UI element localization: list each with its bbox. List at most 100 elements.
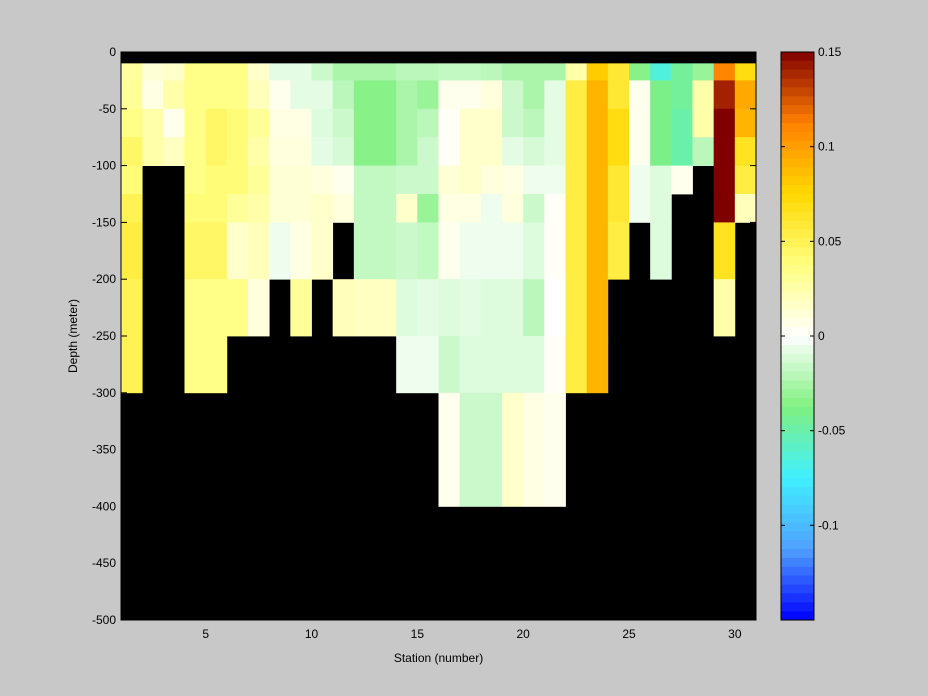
heatmap-cell (480, 108, 503, 138)
heatmap-cell (375, 137, 397, 166)
heatmap-cell (480, 336, 503, 394)
y-axis-label: Depth (meter) (66, 299, 80, 373)
heatmap-cell (629, 108, 651, 138)
colorbar-swatch (781, 549, 814, 559)
heatmap-cell (671, 80, 693, 110)
heatmap-cell (607, 222, 630, 280)
heatmap-cell (311, 165, 334, 195)
heatmap-cell (438, 63, 461, 81)
heatmap-cell (586, 194, 609, 223)
axis-ticks: 5 10 15 20 25 30 0 -50 -100 -150 -200 -250 -300 -350 -… (92, 45, 756, 641)
colorbar-swatch (781, 105, 814, 115)
x-axis-label: Station (number) (394, 651, 483, 665)
y-tick-label: -200 (92, 272, 116, 286)
y-tick-label: -450 (92, 556, 116, 570)
heatmap-cell (226, 279, 249, 337)
heatmap-cell (375, 279, 397, 337)
heatmap-cell (565, 279, 588, 337)
heatmap-cell (248, 222, 270, 280)
heatmap-cell (438, 392, 461, 507)
colorbar-swatch (781, 593, 814, 603)
colorbar-swatch (781, 486, 814, 497)
heatmap-cell (290, 279, 312, 337)
colorbar-tick-label: 0.1 (818, 140, 835, 154)
heatmap-cell (586, 63, 609, 81)
heatmap-cell (502, 279, 524, 337)
heatmap-cell (523, 108, 545, 138)
heatmap-cell (713, 279, 736, 337)
heatmap-cell (396, 336, 418, 394)
colorbar-swatch (781, 611, 814, 621)
heatmap-cell (269, 194, 291, 223)
heatmap-cell (502, 336, 524, 394)
heatmap-cell (650, 137, 672, 166)
heatmap-cell (502, 108, 524, 138)
heatmap-cell (523, 137, 545, 166)
heatmap-cell (713, 63, 736, 81)
colorbar-swatch (781, 309, 814, 319)
colorbar: 0.15 0.1 0.05 0 -0.05 -0.1 (780, 45, 846, 621)
heatmap-cell (205, 336, 228, 394)
colorbar-swatch (781, 442, 814, 452)
heatmap-cell (502, 222, 524, 280)
heatmap-cell (607, 165, 630, 195)
heatmap-cell (184, 80, 207, 110)
heatmap-cell (734, 194, 757, 223)
x-tick-label: 20 (516, 627, 530, 641)
heatmap-cell (417, 194, 439, 223)
colorbar-swatch (781, 504, 814, 515)
heatmap-cell (713, 80, 736, 110)
heatmap-cell (629, 80, 651, 110)
heatmap-cell (586, 108, 609, 138)
heatmap-cell (417, 279, 439, 337)
heatmap-cell (502, 392, 524, 507)
heatmap-cell (586, 165, 609, 195)
colorbar-swatch (781, 371, 814, 381)
colorbar-swatch (781, 140, 814, 151)
heatmap-cell (353, 80, 376, 110)
heatmap-cell (205, 63, 228, 81)
heatmap-cell (438, 80, 461, 110)
heatmap-cell (353, 108, 376, 138)
heatmap-cell (269, 80, 291, 110)
colorbar-swatch (781, 238, 814, 248)
heatmap-cell (142, 80, 164, 110)
colorbar-swatch (781, 78, 814, 88)
heatmap-cell (311, 108, 334, 138)
colorbar-swatch (781, 185, 814, 195)
heatmap-cell (607, 108, 630, 138)
y-tick-label: -350 (92, 443, 116, 457)
heatmap-cell (375, 108, 397, 138)
heatmap-cell (332, 80, 355, 110)
heatmap-cell (459, 279, 482, 337)
heatmap-cell (290, 108, 312, 138)
colorbar-swatch (781, 336, 814, 346)
heatmap-cell (417, 108, 439, 138)
colorbar-swatch (781, 52, 814, 62)
heatmap-cell (226, 165, 249, 195)
heatmap-cells (121, 63, 757, 507)
heatmap-cell (438, 336, 461, 394)
heatmap-cell (650, 222, 672, 280)
heatmap-cell (248, 63, 270, 81)
heatmap-cell (459, 165, 482, 195)
heatmap-cell (226, 194, 249, 223)
heatmap-cell (226, 222, 249, 280)
heatmap-cell (184, 336, 207, 394)
colorbar-swatch (781, 87, 814, 97)
heatmap-cell (734, 80, 757, 110)
heatmap-cell (629, 137, 651, 166)
y-tick-label: -250 (92, 329, 116, 343)
colorbar-swatch (781, 131, 814, 142)
heatmap-cell (438, 137, 461, 166)
colorbar-swatch (781, 247, 814, 257)
heatmap-cell (226, 80, 249, 110)
heatmap-cell (565, 137, 588, 166)
colorbar-tick-label: -0.1 (818, 518, 839, 532)
heatmap-cell (290, 137, 312, 166)
heatmap-cell (438, 222, 461, 280)
heatmap-cell (353, 222, 376, 280)
colorbar-swatch (781, 353, 814, 364)
colorbar-swatch (781, 602, 814, 612)
colorbar-swatch (781, 194, 814, 204)
